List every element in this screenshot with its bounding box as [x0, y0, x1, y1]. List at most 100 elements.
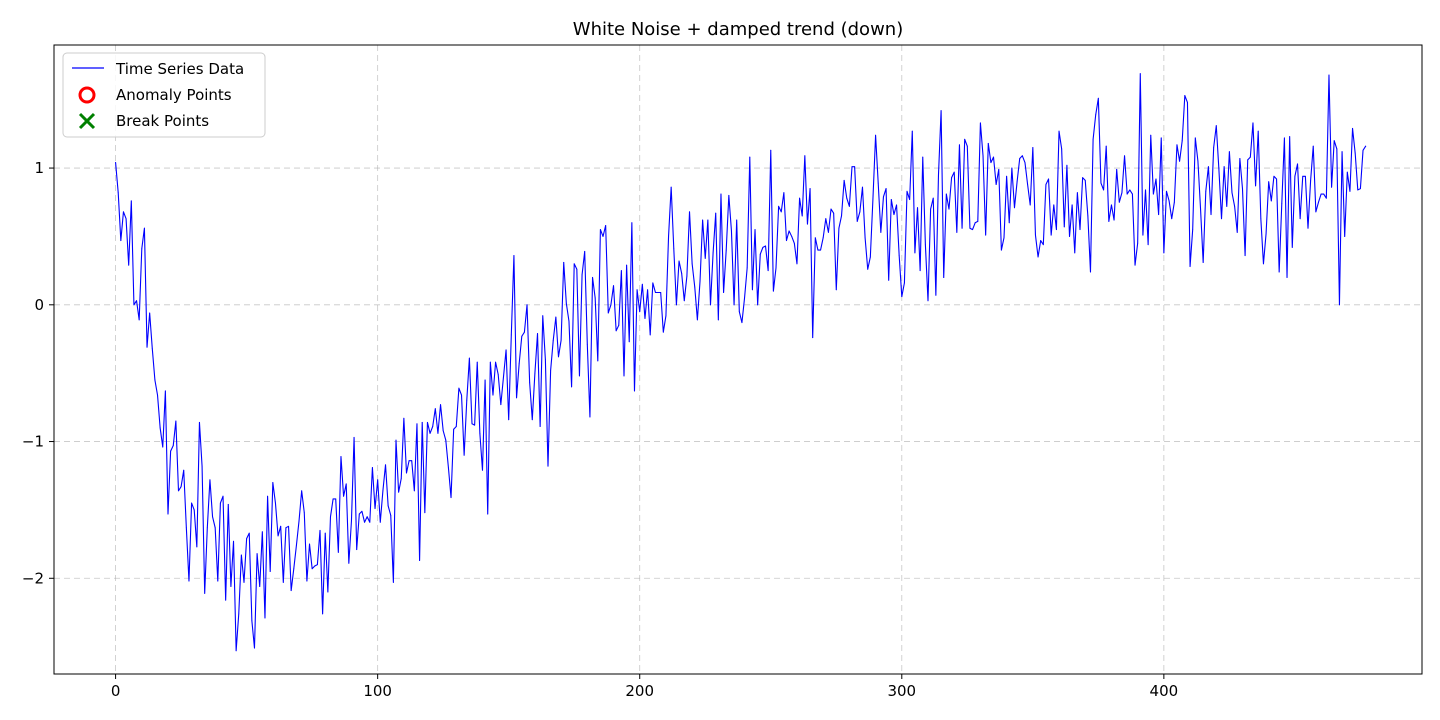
data-point [316, 564, 318, 566]
data-point [133, 304, 135, 306]
data-point [851, 166, 853, 168]
data-point [1297, 163, 1298, 165]
legend-label-break: Break Points [116, 112, 209, 130]
data-point [864, 237, 866, 239]
data-point [872, 197, 874, 199]
data-point [1116, 168, 1118, 170]
data-point [429, 432, 431, 434]
data-point [951, 177, 953, 179]
data-point [932, 197, 934, 199]
data-point [1281, 203, 1283, 205]
data-point [657, 292, 659, 293]
data-point [141, 248, 143, 250]
data-point [238, 613, 240, 615]
data-point [277, 535, 279, 537]
data-point [717, 319, 719, 321]
data-point [463, 454, 465, 456]
data-point [154, 379, 156, 381]
data-point [510, 334, 512, 336]
data-point [940, 110, 942, 112]
data-point [377, 479, 379, 481]
data-point [285, 527, 287, 529]
data-point [513, 255, 515, 257]
data-point [1142, 234, 1144, 236]
data-point [1111, 204, 1112, 206]
data-point [1184, 95, 1186, 97]
data-point [120, 240, 122, 241]
data-point [780, 211, 782, 213]
data-point [854, 166, 856, 168]
data-point [123, 211, 124, 213]
legend-x-marker [78, 112, 96, 130]
data-point [240, 554, 242, 556]
data-point [479, 432, 481, 434]
data-point [1058, 130, 1060, 132]
data-point [1131, 193, 1133, 195]
data-point [1145, 189, 1146, 191]
data-point [969, 227, 971, 229]
data-point [1113, 219, 1115, 221]
x-tick-label: 400 [1150, 682, 1179, 700]
data-point [434, 408, 436, 410]
data-point [615, 330, 617, 332]
data-point [675, 304, 677, 306]
data-point [450, 497, 452, 499]
data-point [1357, 189, 1359, 191]
data-point [1179, 160, 1181, 162]
data-point [906, 190, 908, 192]
data-point [1121, 192, 1123, 194]
data-point [222, 495, 224, 497]
data-point [138, 319, 140, 321]
data-point [1139, 73, 1141, 75]
data-point [214, 527, 216, 529]
data-point [746, 267, 748, 269]
data-point [217, 580, 219, 582]
data-point [883, 196, 884, 198]
data-point [403, 417, 405, 419]
data-point [314, 565, 316, 567]
data-point [175, 420, 177, 422]
data-point [167, 513, 169, 515]
data-point [846, 197, 848, 199]
data-point [466, 400, 468, 401]
data-point [964, 138, 966, 140]
data-point [896, 204, 897, 206]
data-point [1270, 200, 1272, 202]
data-point [374, 508, 376, 509]
data-point [1021, 155, 1023, 157]
y-tick-label: −1 [22, 433, 44, 451]
data-point [1166, 190, 1167, 192]
data-point [767, 270, 769, 272]
data-point [424, 512, 426, 514]
data-point [720, 193, 722, 195]
data-point [392, 581, 394, 583]
data-point [1315, 211, 1317, 213]
data-point [838, 227, 840, 229]
data-point [445, 439, 447, 441]
data-point [1249, 156, 1251, 158]
data-point [893, 214, 895, 216]
data-point [212, 516, 213, 518]
data-point [568, 320, 570, 322]
data-point [1221, 218, 1222, 220]
data-point [694, 286, 696, 288]
data-point [256, 553, 258, 555]
data-point [379, 521, 381, 523]
data-point [733, 304, 735, 306]
data-point [560, 339, 562, 341]
data-point [550, 369, 552, 371]
data-point [628, 341, 630, 343]
data-point [1328, 74, 1330, 76]
data-point [526, 304, 528, 306]
data-point [639, 311, 641, 313]
data-point [1304, 175, 1306, 177]
data-point [862, 186, 863, 188]
data-point [1150, 134, 1152, 136]
data-point [1228, 151, 1230, 153]
data-point [1042, 244, 1044, 246]
data-point [408, 460, 410, 462]
data-point [977, 220, 979, 222]
data-point [775, 267, 777, 269]
data-point [1092, 138, 1094, 140]
